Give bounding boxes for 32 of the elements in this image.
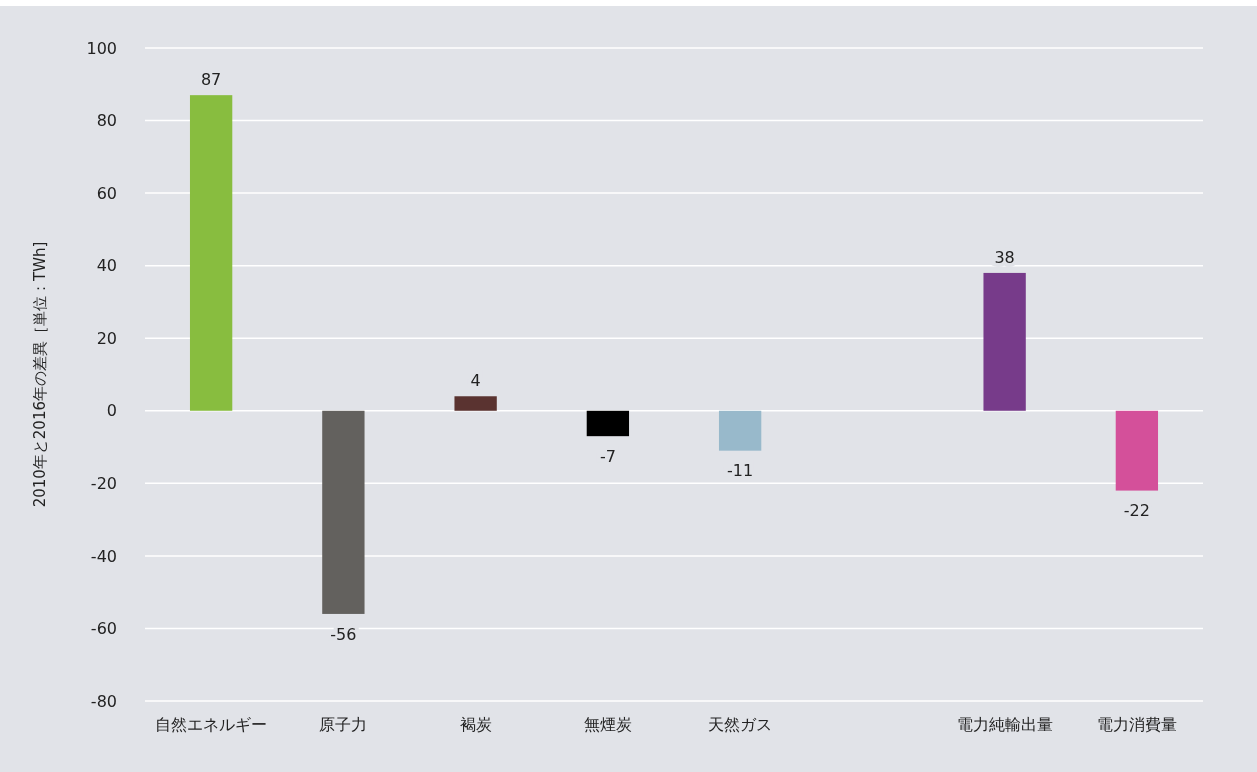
bar bbox=[322, 410, 365, 614]
y-tick-label: 0 bbox=[106, 401, 117, 421]
bar bbox=[983, 272, 1026, 411]
x-tick-label: 無煙炭 bbox=[583, 715, 632, 735]
data-label: 87 bbox=[200, 69, 222, 89]
x-tick-label: 電力消費量 bbox=[1096, 715, 1177, 735]
data-label: 4 bbox=[470, 370, 481, 390]
data-label: -22 bbox=[1123, 501, 1150, 521]
x-tick-label: 天然ガス bbox=[708, 715, 773, 735]
y-tick-label: 40 bbox=[96, 256, 117, 276]
y-tick-label: -20 bbox=[90, 473, 117, 493]
bar bbox=[189, 95, 233, 411]
y-tick-label: -60 bbox=[90, 619, 117, 639]
bar bbox=[454, 396, 497, 411]
data-label: -11 bbox=[727, 461, 754, 481]
y-tick-label: 80 bbox=[96, 111, 117, 131]
data-label: 38 bbox=[994, 247, 1015, 267]
y-tick-label: -80 bbox=[90, 691, 117, 711]
y-tick-label: 60 bbox=[96, 183, 117, 203]
y-tick-label: -40 bbox=[90, 546, 117, 566]
y-axis-title: 2010年と2016年の差異［単位：TWh] bbox=[31, 241, 49, 508]
data-label: -56 bbox=[330, 624, 357, 644]
bar bbox=[718, 410, 762, 451]
y-tick-label: 20 bbox=[96, 328, 117, 348]
data-label: -7 bbox=[599, 446, 616, 466]
x-tick-label: 自然エネルギー bbox=[155, 715, 268, 735]
x-tick-label: 原子力 bbox=[319, 715, 368, 735]
x-tick-label: 褐炭 bbox=[459, 715, 492, 735]
y-tick-label: 100 bbox=[86, 38, 117, 58]
bar bbox=[1115, 410, 1159, 491]
x-tick-label: 電力純輸出量 bbox=[956, 715, 1053, 735]
bar bbox=[586, 410, 630, 437]
